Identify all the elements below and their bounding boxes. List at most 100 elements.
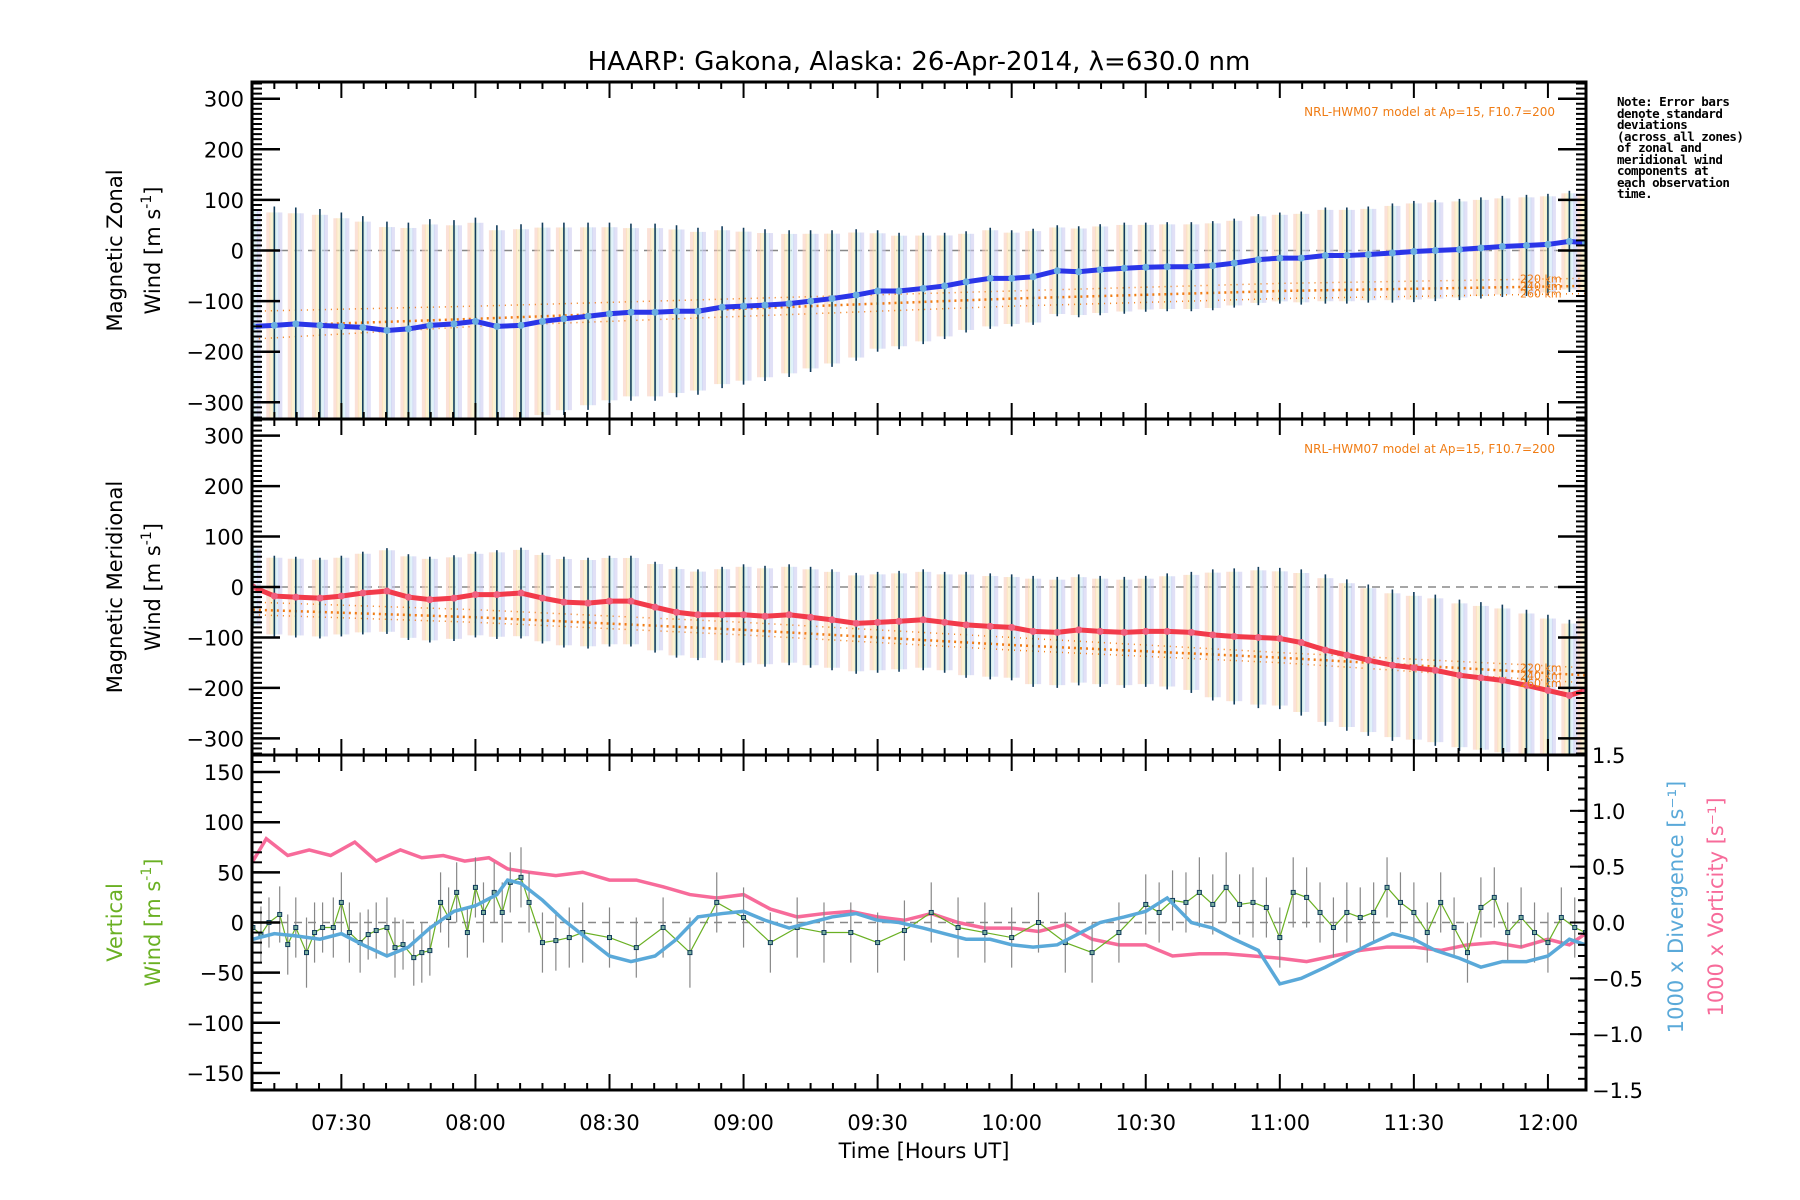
data-point — [426, 596, 434, 604]
zone-sample-band — [275, 212, 280, 419]
data-point — [337, 592, 345, 600]
data-point — [1096, 627, 1104, 635]
vertical-wind-point — [1532, 930, 1538, 936]
zone-sample-band — [1548, 618, 1553, 755]
zone-sample-band — [345, 218, 350, 419]
vertical-wind-point — [1116, 930, 1122, 936]
vertical-wind-point — [277, 911, 283, 917]
vertical-wind-point — [1558, 914, 1564, 920]
data-point — [1075, 626, 1083, 634]
data-point — [493, 591, 501, 599]
vertical-wind-point — [1156, 909, 1162, 915]
zone-sample-band — [403, 227, 408, 419]
data-point — [1498, 242, 1506, 250]
data-point — [337, 322, 345, 330]
data-point — [605, 597, 613, 605]
data-point — [517, 321, 525, 329]
vertical-wind-point — [606, 935, 612, 941]
data-point — [1522, 681, 1530, 689]
vertical-wind-point — [526, 899, 532, 905]
vertical-wind-point — [714, 899, 720, 905]
vertical-wind-point — [1545, 940, 1551, 946]
y-axis-label-line1: Vertical — [103, 883, 127, 962]
y-tick-label: 0 — [231, 912, 244, 936]
zone-sample-band — [287, 213, 292, 419]
vertical-wind-point — [1196, 889, 1202, 895]
data-point — [828, 616, 836, 624]
vertical-wind-point — [1424, 930, 1430, 936]
data-point — [718, 611, 726, 619]
data-point — [584, 599, 592, 607]
zone-sample-band — [245, 211, 249, 442]
zone-sample-band — [433, 224, 438, 419]
data-point — [1364, 251, 1372, 259]
data-point — [292, 593, 300, 601]
vertical-wind-point — [687, 950, 693, 956]
vertical-wind-point — [875, 940, 881, 946]
vertical-wind-point — [1089, 950, 1095, 956]
zone-sample-band — [430, 224, 435, 419]
zone-sample-band — [290, 213, 295, 419]
zone-sample-band — [378, 227, 383, 419]
data-point — [1053, 628, 1061, 636]
y-tick-label: 300 — [204, 88, 244, 112]
data-point — [1455, 671, 1463, 679]
data-point — [1053, 267, 1061, 275]
data-point — [1321, 646, 1329, 654]
vertical-wind-point — [419, 950, 425, 956]
data-point — [538, 317, 546, 325]
model-label: 220 km — [1520, 272, 1562, 285]
zone-sample-band — [1551, 618, 1556, 755]
vertical-wind-point — [1143, 901, 1149, 907]
x-axis-label: Time [Hours UT] — [838, 1139, 1010, 1163]
zone-sample-band — [424, 224, 429, 419]
vertical-wind-point — [1223, 884, 1229, 890]
y-tick-label: −100 — [186, 290, 244, 314]
y-tick-label: −100 — [186, 1012, 244, 1036]
chart-title: HAARP: Gakona, Alaska: 26-Apr-2014, λ=63… — [588, 47, 1251, 77]
data-point — [895, 287, 903, 295]
vertical-wind-point — [1464, 950, 1470, 956]
error-bar-note: Note: Error bars denote standard deviati… — [1617, 94, 1744, 201]
y-tick-label: −300 — [186, 391, 244, 415]
model-label: 220 km — [1520, 662, 1562, 675]
data-point — [919, 284, 927, 292]
zone-sample-band — [269, 212, 274, 419]
vertical-wind-point — [1009, 935, 1015, 941]
data-point — [895, 617, 903, 625]
vertical-wind-point — [1411, 909, 1417, 915]
data-point — [874, 618, 882, 626]
data-point — [852, 291, 860, 299]
data-point — [359, 589, 367, 597]
data-point — [1254, 633, 1262, 641]
y-axis-label-line2: Wind [m s-1] — [139, 187, 165, 315]
data-point — [1410, 248, 1418, 256]
y-tick-label: 50 — [217, 861, 244, 885]
data-point — [1276, 254, 1284, 262]
data-point — [828, 295, 836, 303]
y-axis-label-line1: Magnetic Zonal — [103, 169, 127, 331]
right-tick-label: 0.5 — [1592, 856, 1625, 880]
vertical-wind-point — [1505, 930, 1511, 936]
data-point — [1029, 627, 1037, 635]
vertical-wind-point — [330, 925, 336, 931]
data-point — [560, 598, 568, 606]
y-tick-label: −100 — [186, 626, 244, 650]
zone-sample-band — [421, 224, 426, 419]
y-tick-label: −150 — [186, 1062, 244, 1086]
data-point — [1230, 259, 1238, 267]
data-point — [1209, 262, 1217, 270]
data-point — [316, 594, 324, 602]
vertical-wind-point — [1290, 889, 1296, 895]
divergence-axis-label: 1000 x Divergence [s⁻¹] — [1664, 781, 1688, 1033]
model-label: 260 km — [1520, 288, 1562, 301]
zone-sample-band — [253, 211, 258, 419]
zone-sample-band — [323, 214, 328, 419]
data-point — [1297, 638, 1305, 646]
vertical-wind-point — [1397, 899, 1403, 905]
y-tick-label: 0 — [231, 240, 244, 264]
zone-sample-band — [336, 218, 341, 419]
data-point — [1297, 254, 1305, 262]
